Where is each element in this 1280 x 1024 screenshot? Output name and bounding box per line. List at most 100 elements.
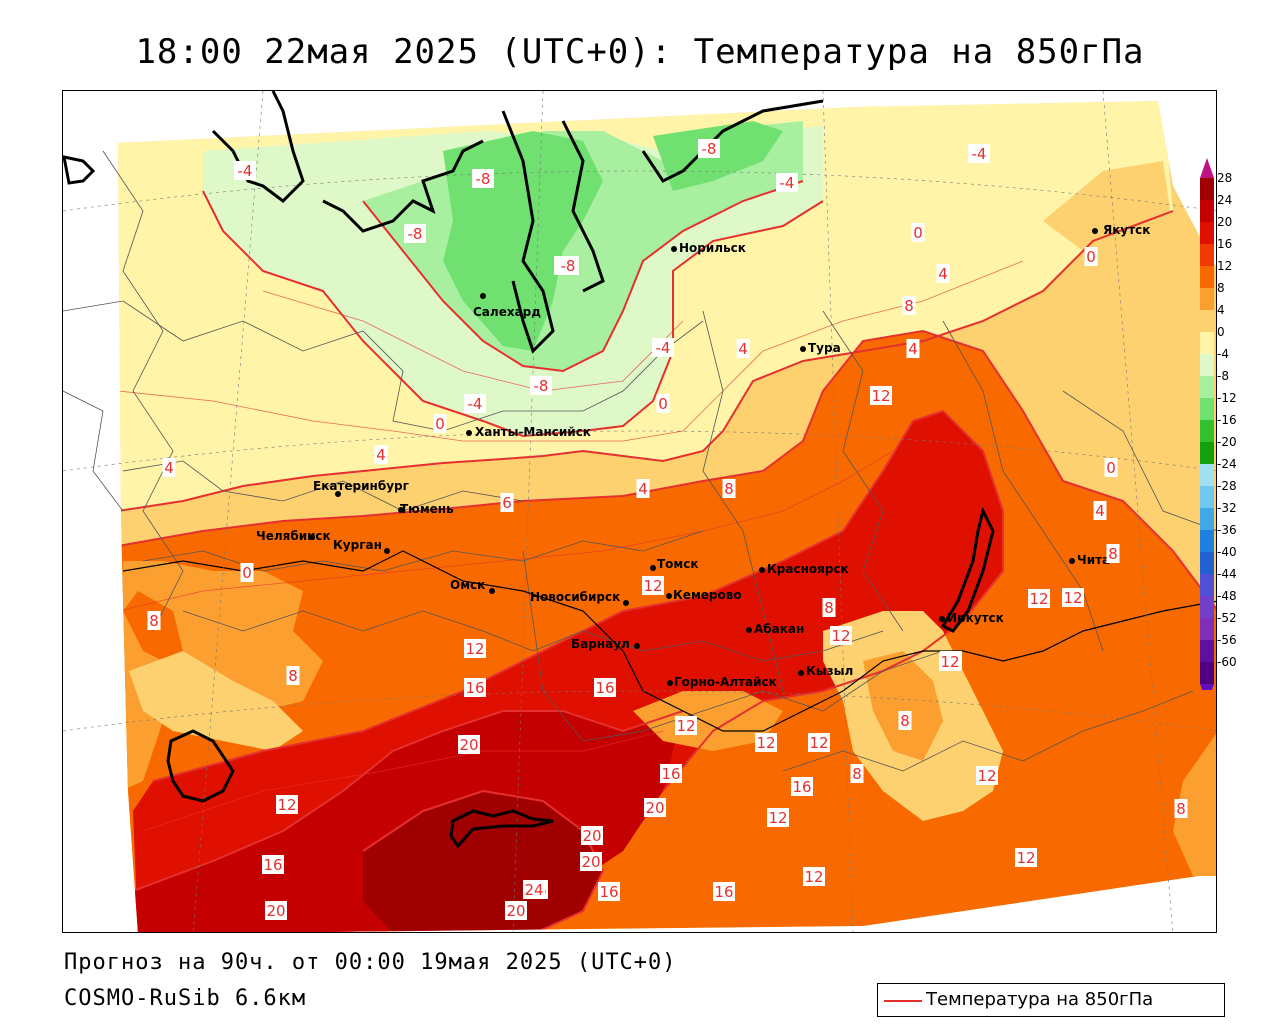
isotherm-label: 0 xyxy=(656,394,670,413)
isotherm-label-box xyxy=(755,733,777,752)
isotherm-label-text: 8 xyxy=(149,612,159,630)
city-label: Кемерово xyxy=(673,588,742,602)
colorbar-segment xyxy=(1200,596,1214,618)
colorbar-segment xyxy=(1200,508,1214,530)
isotherm-label: -8 xyxy=(530,376,552,395)
colorbar-segment xyxy=(1200,376,1214,398)
isotherm-label-box xyxy=(464,639,486,658)
isotherm-label: -4 xyxy=(464,394,486,413)
city-marker: Иркутск xyxy=(939,611,1004,625)
isotherm-label-text: -8 xyxy=(476,170,491,188)
isotherm-label-text: 16 xyxy=(595,679,614,697)
city-label: Курган xyxy=(333,538,382,552)
isotherm-label-text: 0 xyxy=(435,415,445,433)
city-label: Челябинск xyxy=(256,529,331,543)
isotherm-label-text: 6 xyxy=(502,494,512,512)
city-label: Тюмень xyxy=(400,502,454,516)
isotherm-label: 12 xyxy=(675,716,697,735)
forecast-caption: Прогноз на 90ч. от 00:00 19мая 2025 (UTC… xyxy=(64,950,677,975)
isotherm-label-box xyxy=(1084,247,1098,266)
colorbar-segment xyxy=(1200,332,1214,354)
isotherm-label-text: 12 xyxy=(940,653,959,671)
city-dot xyxy=(666,593,672,599)
isotherm-label: -4 xyxy=(776,173,798,192)
city-marker: Тюмень xyxy=(398,502,454,516)
isotherm-label: 12 xyxy=(1015,848,1037,867)
isotherm-label-text: 20 xyxy=(459,736,478,754)
city-markers: Якутск Норильск Салехард Тура Ханты-Мансийск… xyxy=(256,223,1150,689)
temperature-map[interactable]: Якутск Норильск Салехард Тура Ханты-Мансийск… xyxy=(62,90,1217,933)
isotherm-label-text: -4 xyxy=(780,174,795,192)
colorbar-tick-label: 0 xyxy=(1217,325,1225,339)
isotherm-label: 16 xyxy=(598,882,620,901)
isotherm-label-text: 4 xyxy=(164,459,174,477)
isotherm-label-text: 8 xyxy=(724,480,734,498)
colorbar-segment xyxy=(1200,640,1214,662)
isotherm-label-text: 4 xyxy=(638,480,648,498)
isotherm-label: 0 xyxy=(1084,247,1098,266)
isotherm-label-box xyxy=(1093,501,1107,520)
isotherm-label: 0 xyxy=(240,563,254,582)
city-marker: Барнаул xyxy=(571,637,640,651)
isotherm-label-text: 20 xyxy=(581,853,600,871)
isotherm-label-text: -4 xyxy=(656,339,671,357)
isotherm-label-box xyxy=(644,798,666,817)
isotherm-label: 12 xyxy=(642,576,664,595)
colorbar-segment xyxy=(1200,442,1214,464)
isotherm-label-text: 8 xyxy=(900,712,910,730)
city-label: Тура xyxy=(808,341,841,355)
city-marker: Чита xyxy=(1069,553,1110,567)
isotherm-label-box xyxy=(162,458,176,477)
isotherm-label-box xyxy=(767,808,789,827)
isotherm-label-text: 8 xyxy=(1108,545,1118,563)
colorbar-tick-label: -4 xyxy=(1217,347,1229,361)
isotherm-label-text: 8 xyxy=(904,297,914,315)
colorbar-tick-label: -52 xyxy=(1217,611,1237,625)
city-marker: Салехард xyxy=(473,293,541,319)
model-caption: COSMO-RuSib 6.6км xyxy=(64,986,307,1011)
colorbar-tick-label: 20 xyxy=(1217,215,1232,229)
isotherm-label-text: 0 xyxy=(1106,459,1116,477)
map-title: 18:00 22мая 2025 (UTC+0): Температура на… xyxy=(135,32,1145,72)
isotherm-label: 20 xyxy=(644,798,666,817)
isotherm-label: 20 xyxy=(265,901,287,920)
isotherm-label: 8 xyxy=(822,598,836,617)
colorbar-tick-label: -44 xyxy=(1217,567,1237,581)
city-marker: Томск xyxy=(650,557,699,571)
isotherm-label-box xyxy=(147,611,161,630)
isotherm-label: -4 xyxy=(234,161,256,180)
colorbar-segment xyxy=(1200,200,1214,222)
city-dot xyxy=(759,567,765,573)
isotherm-label-box xyxy=(1104,458,1118,477)
city-marker: Новосибирск xyxy=(530,590,629,606)
isotherm-label-text: 20 xyxy=(645,799,664,817)
isotherm-label: 16 xyxy=(594,678,616,697)
city-dot xyxy=(798,670,804,676)
isotherm-label-text: 8 xyxy=(1176,800,1186,818)
isotherm-label-text: 12 xyxy=(804,868,823,886)
isotherm-label: 16 xyxy=(713,882,735,901)
isotherm-label-box xyxy=(530,376,552,395)
isotherm-label-box xyxy=(505,901,527,920)
isotherm-label-box xyxy=(1174,799,1188,818)
isotherm-label: 4 xyxy=(936,264,950,283)
isotherm-label-text: 8 xyxy=(824,599,834,617)
isotherm-label-box xyxy=(939,652,961,671)
isotherm-label: 8 xyxy=(1174,799,1188,818)
isotherm-label: -8 xyxy=(698,139,720,158)
city-dot xyxy=(650,565,656,571)
isotherm-label-text: 12 xyxy=(831,627,850,645)
isotherm-label-box xyxy=(911,223,925,242)
colorbar-tick-label: -16 xyxy=(1217,413,1237,427)
isotherm-label-text: 0 xyxy=(1086,248,1096,266)
isotherm-label-box xyxy=(1106,544,1120,563)
isotherm-label: 12 xyxy=(767,808,789,827)
graticule xyxy=(63,91,1216,932)
legend-line-swatch xyxy=(884,1000,922,1002)
city-dot xyxy=(398,507,404,513)
isotherm-label: 12 xyxy=(976,766,998,785)
isotherm-label-box xyxy=(557,256,579,275)
isotherm-lines xyxy=(118,180,1216,932)
isotherm-label-text: 4 xyxy=(908,340,918,358)
isotherm-label: -8 xyxy=(404,224,426,243)
